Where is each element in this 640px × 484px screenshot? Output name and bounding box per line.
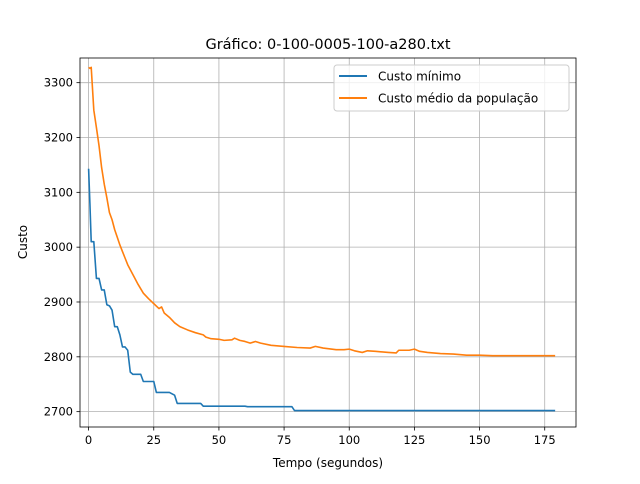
- x-tick-label: 75: [277, 433, 292, 447]
- y-tick-label: 3100: [44, 185, 73, 199]
- y-tick-label: 3200: [44, 131, 73, 145]
- y-tick-label: 2800: [44, 350, 73, 364]
- y-axis-ticks: 2700 2800 2900 3000 3100 3200 3300: [44, 76, 80, 419]
- y-tick-label: 2900: [44, 295, 73, 309]
- x-tick-label: 125: [403, 433, 425, 447]
- x-axis-ticks: 0 25 50 75 100 125 150 175: [85, 427, 556, 447]
- x-tick-label: 25: [146, 433, 161, 447]
- grid-lines: [80, 58, 576, 427]
- y-tick-label: 3000: [44, 240, 73, 254]
- series-custo-minimo-line: [87, 168, 556, 412]
- legend-label-custo-minimo: Custo mínimo: [378, 70, 461, 84]
- data-series: [87, 66, 556, 412]
- y-axis-label: Custo: [16, 225, 30, 259]
- x-tick-label: 100: [338, 433, 360, 447]
- x-tick-label: 50: [212, 433, 227, 447]
- legend-label-custo-medio: Custo médio da população: [378, 92, 538, 106]
- chart-legend: Custo mínimo Custo médio da população: [333, 64, 570, 112]
- x-tick-label: 175: [534, 433, 556, 447]
- legend-box: [333, 64, 570, 112]
- plot-area: [80, 58, 576, 427]
- chart-title: Gráfico: 0-100-0005-100-a280.txt: [205, 37, 450, 53]
- x-axis-label: Tempo (segundos): [272, 456, 383, 470]
- x-tick-label: 0: [85, 433, 92, 447]
- y-tick-label: 2700: [44, 405, 73, 419]
- plot-frame: [79, 57, 577, 428]
- x-tick-label: 150: [469, 433, 491, 447]
- y-tick-label: 3300: [44, 76, 73, 90]
- series-custo-medio-line: [88, 66, 556, 357]
